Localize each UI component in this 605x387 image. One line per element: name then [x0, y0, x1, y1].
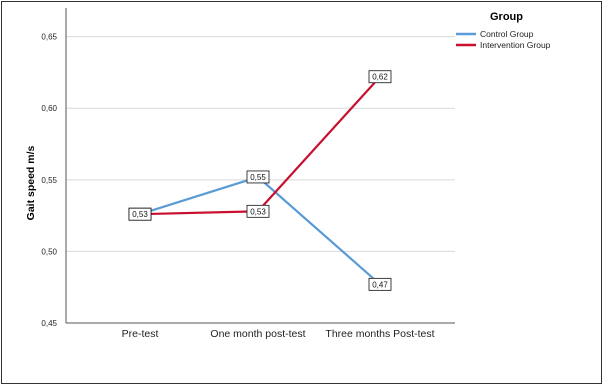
x-category-label: Three months Post-test — [325, 328, 434, 340]
x-category-labels: Pre-test One month post-test Three months … — [122, 328, 435, 340]
data-label-layer: 0,530,530,550,470,530,62 — [128, 70, 392, 291]
y-tick-label: 0,55 — [41, 176, 57, 185]
data-label-box — [368, 70, 392, 84]
data-label-box — [246, 170, 270, 184]
data-label-text: 0,53 — [250, 207, 266, 216]
y-axis-label: Gait speed m/s — [25, 145, 37, 220]
legend-entry: Intervention Group — [480, 40, 551, 50]
y-tick-label: 0,65 — [41, 33, 57, 42]
data-label: 0,53 — [246, 204, 270, 218]
x-category-label: One month post-test — [210, 328, 305, 340]
series-line — [139, 75, 381, 216]
data-label-text: 0,53 — [132, 210, 148, 219]
y-tick-label: 0,50 — [41, 247, 57, 256]
data-label: 0,53 — [128, 207, 152, 221]
data-label: 0,55 — [246, 170, 270, 184]
y-tick-labels: 0,45 0,50 0,55 0,60 0,65 — [41, 33, 57, 328]
data-label-box — [128, 207, 152, 221]
legend-entry: Control Group — [480, 29, 534, 39]
data-label: 0,62 — [368, 70, 392, 84]
y-tick-label: 0,60 — [41, 104, 57, 113]
data-label-text: 0,55 — [250, 173, 266, 182]
x-category-label: Pre-test — [122, 328, 159, 340]
legend-title: Group — [490, 11, 523, 23]
grid-layer — [66, 36, 455, 252]
y-tick-label: 0,45 — [41, 319, 57, 328]
data-label: 0,47 — [368, 277, 392, 291]
data-label-box — [368, 277, 392, 291]
series-line — [139, 175, 381, 286]
data-label-box — [246, 204, 270, 218]
data-label-text: 0,62 — [372, 73, 388, 82]
data-label-text: 0,47 — [372, 280, 388, 289]
